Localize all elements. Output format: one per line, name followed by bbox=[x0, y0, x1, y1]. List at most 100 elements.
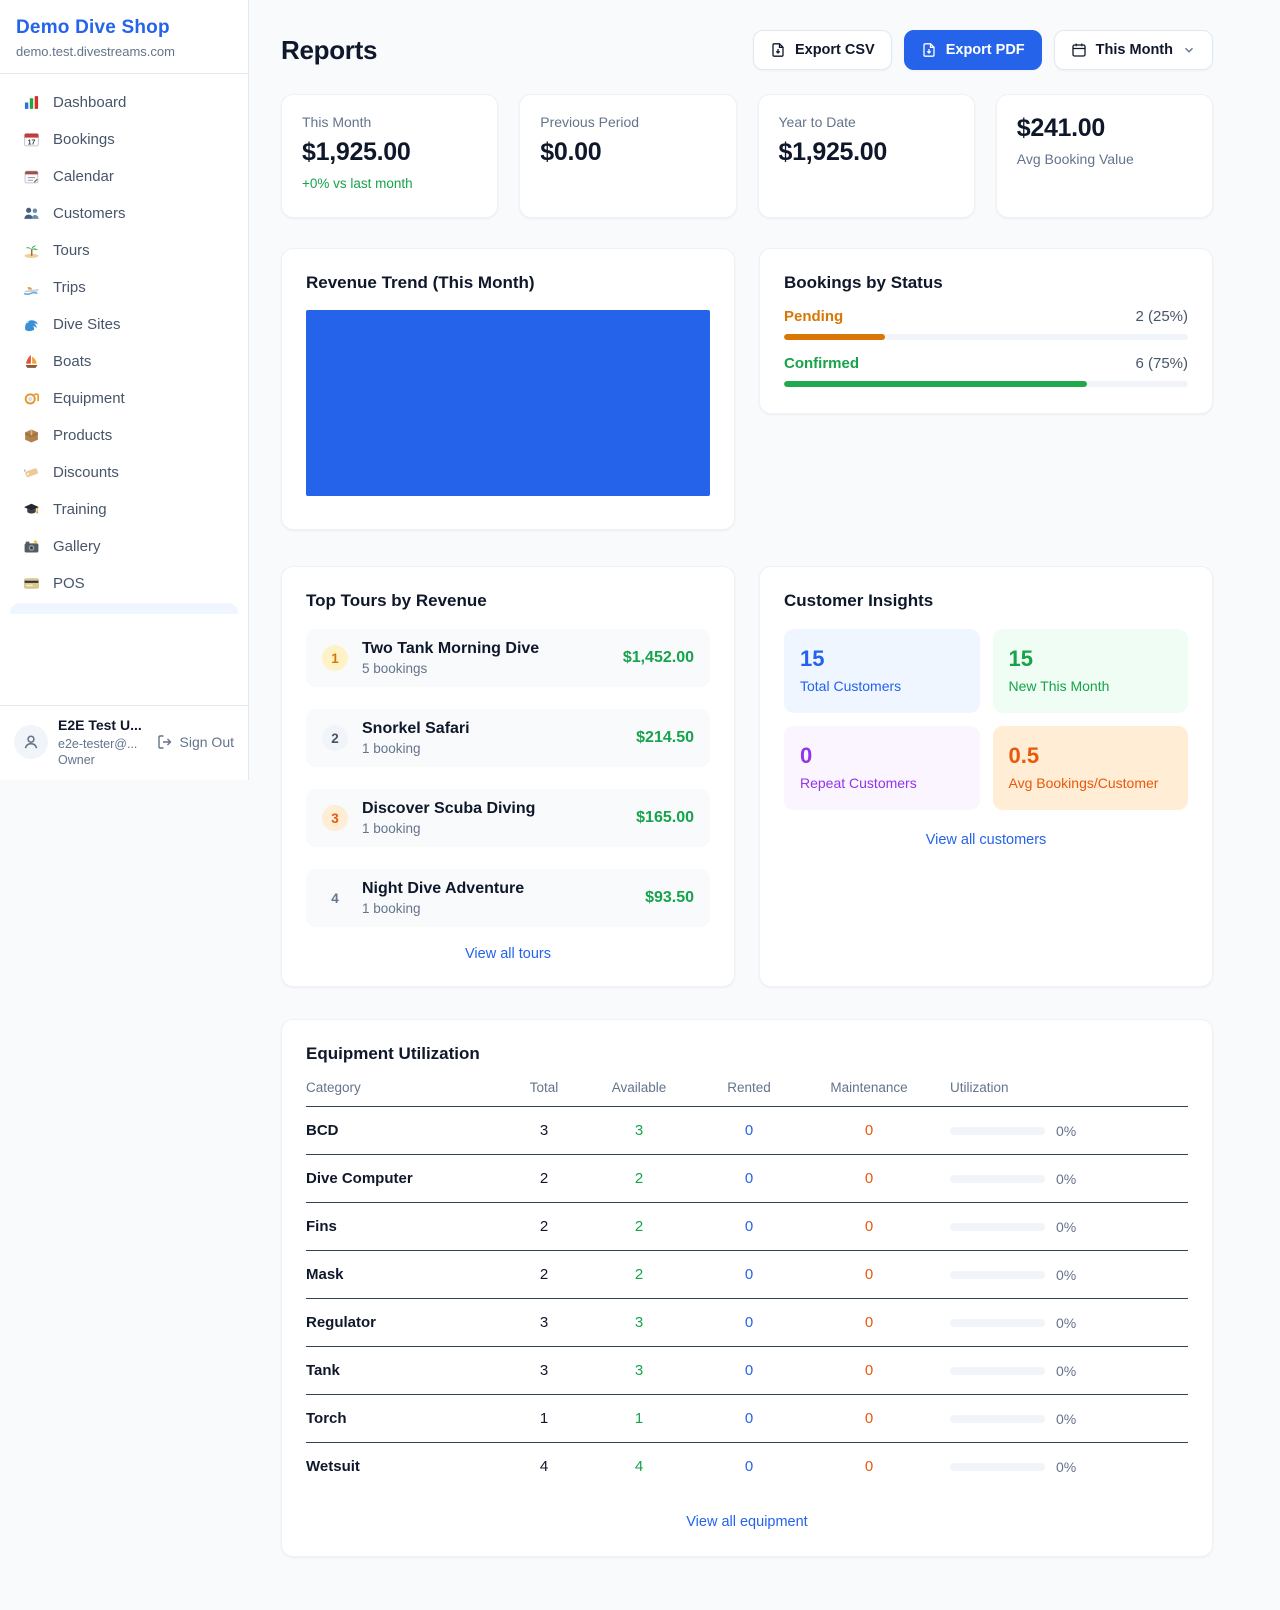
revenue-trend-chart bbox=[306, 310, 710, 496]
view-all-customers-link[interactable]: View all customers bbox=[925, 832, 1047, 848]
insight-tiles: 15 Total Customers 15 New This Month 0 R… bbox=[784, 629, 1188, 810]
equipment-table: Category Total Available Rented Maintena… bbox=[306, 1064, 1188, 1107]
tour-name: Two Tank Morning Dive bbox=[362, 640, 540, 657]
sidebar-item-label: Discounts bbox=[53, 464, 119, 481]
cell-utilization: 0% bbox=[934, 1348, 1188, 1395]
cell-utilization: 0% bbox=[934, 1396, 1188, 1443]
table-row: Dive Computer 2 2 0 0 0% bbox=[306, 1155, 1188, 1203]
stat-card-year-to-date: Year to Date $1,925.00 bbox=[757, 94, 975, 218]
cell-available: 2 bbox=[584, 1251, 694, 1299]
period-dropdown[interactable]: This Month bbox=[1053, 30, 1213, 70]
sign-out-button[interactable]: Sign Out bbox=[157, 734, 234, 750]
cell-total: 2 bbox=[504, 1155, 584, 1203]
utilization-percent: 0% bbox=[1056, 1314, 1077, 1331]
cell-category: Fins bbox=[306, 1203, 504, 1251]
sidebar-item-reports[interactable] bbox=[10, 603, 238, 614]
sidebar-item-products[interactable]: Products bbox=[10, 417, 238, 454]
header-actions: Export CSV Export PDF This Month bbox=[752, 30, 1213, 70]
calendar-icon bbox=[1072, 43, 1086, 57]
cell-available: 3 bbox=[584, 1347, 694, 1395]
page-title: Reports bbox=[281, 34, 378, 65]
sidebar-item-customers[interactable]: Customers bbox=[10, 195, 238, 232]
column-header-available: Available bbox=[584, 1064, 694, 1107]
sidebar-item-dive-sites[interactable]: Dive Sites bbox=[10, 306, 238, 343]
cell-maintenance: 0 bbox=[804, 1395, 934, 1443]
cell-rented: 0 bbox=[694, 1347, 804, 1395]
cell-utilization: 0% bbox=[934, 1156, 1188, 1203]
stat-label: Previous Period bbox=[540, 114, 640, 130]
package-icon bbox=[23, 427, 40, 444]
tile-value: 15 bbox=[1008, 646, 1033, 671]
table-row: Mask 2 2 0 0 0% bbox=[306, 1251, 1188, 1299]
cell-maintenance: 0 bbox=[864, 1458, 874, 1475]
tour-bookings: 1 booking bbox=[362, 741, 421, 756]
wave-icon bbox=[23, 316, 40, 333]
cell-category: Dive Computer bbox=[306, 1155, 504, 1203]
status-bar-fill bbox=[784, 381, 1087, 387]
sidebar-item-boats[interactable]: Boats bbox=[10, 343, 238, 380]
column-header-category: Category bbox=[306, 1064, 504, 1107]
sidebar-item-equipment[interactable]: Equipment bbox=[10, 380, 238, 417]
tour-list-item: 3 Discover Scuba Diving 1 booking $165.0… bbox=[306, 789, 710, 847]
cell-utilization: 0% bbox=[934, 1444, 1188, 1490]
tour-bookings: 1 booking bbox=[362, 901, 421, 916]
cell-category: BCD bbox=[306, 1107, 504, 1155]
utilization-percent: 0% bbox=[1056, 1218, 1077, 1235]
revenue-trend-title: Revenue Trend (This Month) bbox=[306, 273, 535, 292]
tile-new-this-month: 15 New This Month bbox=[992, 629, 1188, 713]
customer-insights-title: Customer Insights bbox=[784, 591, 934, 610]
view-all-tours-link[interactable]: View all tours bbox=[465, 946, 551, 962]
export-csv-label: Export CSV bbox=[794, 42, 875, 58]
export-csv-button[interactable]: Export CSV bbox=[752, 30, 892, 70]
island-icon bbox=[23, 242, 40, 259]
utilization-percent: 0% bbox=[1056, 1410, 1077, 1427]
tour-list: 1 Two Tank Morning Dive 5 bookings $1,45… bbox=[306, 629, 710, 927]
status-row-pending: Pending 2 (25%) bbox=[784, 308, 1188, 340]
stat-label: Avg Booking Value bbox=[1016, 151, 1134, 167]
equipment-utilization-card: Equipment Utilization Category Total Ava… bbox=[281, 1019, 1213, 1557]
status-bar-track bbox=[784, 381, 1188, 387]
cell-category: Torch bbox=[306, 1395, 504, 1443]
sidebar-item-tours[interactable]: Tours bbox=[10, 232, 238, 269]
page-header: Reports Export CSV Export PDF This Month bbox=[281, 30, 1213, 70]
cell-total: 2 bbox=[504, 1251, 584, 1299]
top-tours-card: Top Tours by Revenue 1 Two Tank Morning … bbox=[281, 566, 735, 987]
cell-available: 2 bbox=[584, 1155, 694, 1203]
sidebar-item-label: Boats bbox=[53, 353, 92, 370]
tour-revenue: $1,452.00 bbox=[622, 649, 694, 666]
stat-value: $0.00 bbox=[540, 138, 602, 166]
sidebar-item-trips[interactable]: Trips bbox=[10, 269, 238, 306]
tile-label: Avg Bookings/Customer bbox=[1008, 775, 1159, 791]
equipment-utilization-title: Equipment Utilization bbox=[306, 1044, 480, 1063]
stat-card-avg-booking-value: $241.00 Avg Booking Value bbox=[995, 94, 1213, 218]
sidebar-item-training[interactable]: Training bbox=[10, 491, 238, 528]
tour-bookings: 5 bookings bbox=[362, 661, 428, 676]
cell-total: 1 bbox=[504, 1395, 584, 1443]
view-all-equipment-link[interactable]: View all equipment bbox=[686, 1514, 808, 1530]
main-content: Reports Export CSV Export PDF This Month… bbox=[281, 0, 1213, 1557]
sidebar-item-gallery[interactable]: Gallery bbox=[10, 528, 238, 565]
cell-maintenance: 0 bbox=[804, 1203, 934, 1251]
sidebar-item-pos[interactable]: POS bbox=[10, 565, 238, 602]
sidebar-item-discounts[interactable]: Discounts bbox=[10, 454, 238, 491]
cell-available: 3 bbox=[584, 1299, 694, 1347]
sidebar-item-calendar[interactable]: Calendar bbox=[10, 158, 238, 195]
sidebar-item-dashboard[interactable]: Dashboard bbox=[10, 84, 238, 121]
utilization-percent: 0% bbox=[1056, 1458, 1077, 1475]
cell-utilization: 0% bbox=[934, 1204, 1188, 1251]
table-row: Regulator 3 3 0 0 0% bbox=[306, 1299, 1188, 1347]
status-count: 6 (75%) bbox=[1135, 355, 1188, 372]
status-bar-track bbox=[784, 334, 1188, 340]
brand-block: Demo Dive Shop demo.test.divestreams.com bbox=[0, 0, 248, 74]
tile-total-customers: 15 Total Customers bbox=[784, 629, 980, 713]
credit-card-icon bbox=[23, 575, 40, 592]
sidebar-item-bookings[interactable]: 17 Bookings bbox=[10, 121, 238, 158]
speedboat-icon bbox=[23, 279, 40, 296]
utilization-percent: 0% bbox=[1056, 1122, 1077, 1139]
tour-name: Night Dive Adventure bbox=[362, 880, 525, 897]
cell-total: 4 bbox=[539, 1458, 549, 1475]
export-pdf-button[interactable]: Export PDF bbox=[903, 30, 1042, 70]
sidebar: Demo Dive Shop demo.test.divestreams.com… bbox=[0, 0, 249, 780]
calendar-date-icon: 17 bbox=[23, 131, 40, 148]
status-row-confirmed: Confirmed 6 (75%) bbox=[784, 355, 1188, 387]
